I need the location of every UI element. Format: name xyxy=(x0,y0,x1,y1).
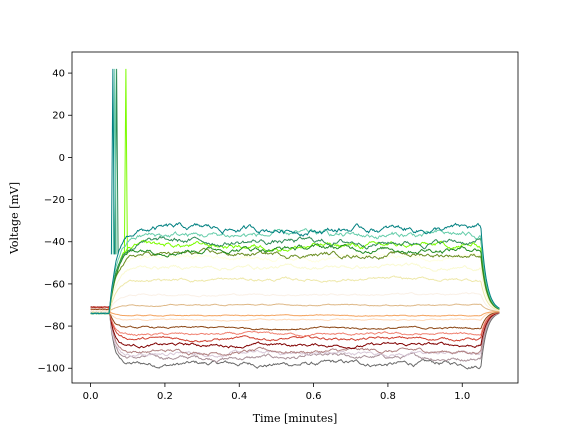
voltage-trace-17 xyxy=(90,243,500,315)
y-tick-label: 40 xyxy=(52,69,65,80)
y-axis-label: Voltage [mV] xyxy=(8,182,21,255)
y-tick-label: −20 xyxy=(44,195,65,206)
x-tick-label: 0.4 xyxy=(231,391,247,402)
action-potential-spike xyxy=(110,68,115,255)
voltage-trace-12 xyxy=(90,275,500,315)
voltage-trace-4 xyxy=(90,305,500,350)
y-axis-ticks: 40 20 0 −20 −40 −60 −80 −100 xyxy=(38,69,72,375)
y-tick-label: −40 xyxy=(44,237,65,248)
x-tick-label: 0.0 xyxy=(83,391,99,402)
voltage-trace-2 xyxy=(90,306,500,358)
voltage-trace-9 xyxy=(90,310,500,317)
y-tick-label: −100 xyxy=(38,364,65,375)
voltage-trace-8 xyxy=(90,310,500,322)
voltage-trace-11 xyxy=(90,291,500,313)
series-layer xyxy=(90,68,500,370)
x-tick-label: 1.0 xyxy=(454,391,470,402)
y-tick-label: 20 xyxy=(52,111,65,122)
voltage-trace-0 xyxy=(90,306,500,370)
x-axis-ticks: 0.0 0.2 0.4 0.6 0.8 1.0 xyxy=(83,383,470,402)
x-tick-label: 0.8 xyxy=(380,391,396,402)
y-tick-label: −80 xyxy=(44,322,65,333)
action-potential-spike xyxy=(123,68,128,255)
voltage-trace-19 xyxy=(90,228,500,315)
voltage-trace-1 xyxy=(90,306,500,363)
y-tick-label: −60 xyxy=(44,279,65,290)
y-tick-label: 0 xyxy=(59,153,65,164)
voltage-trace-20 xyxy=(90,222,500,315)
voltage-trace-18 xyxy=(90,235,500,315)
voltage-trace-5 xyxy=(90,306,500,343)
voltage-trace-6 xyxy=(90,308,500,338)
voltage-trace-14 xyxy=(90,252,500,315)
voltage-trace-7 xyxy=(90,308,500,331)
voltage-trace-10 xyxy=(90,303,500,313)
x-tick-label: 0.6 xyxy=(306,391,322,402)
voltage-trace-3 xyxy=(90,306,500,357)
x-axis-label: Time [minutes] xyxy=(253,412,338,425)
voltage-trace-13 xyxy=(90,262,500,315)
plot-frame xyxy=(71,51,519,384)
x-tick-label: 0.2 xyxy=(157,391,173,402)
